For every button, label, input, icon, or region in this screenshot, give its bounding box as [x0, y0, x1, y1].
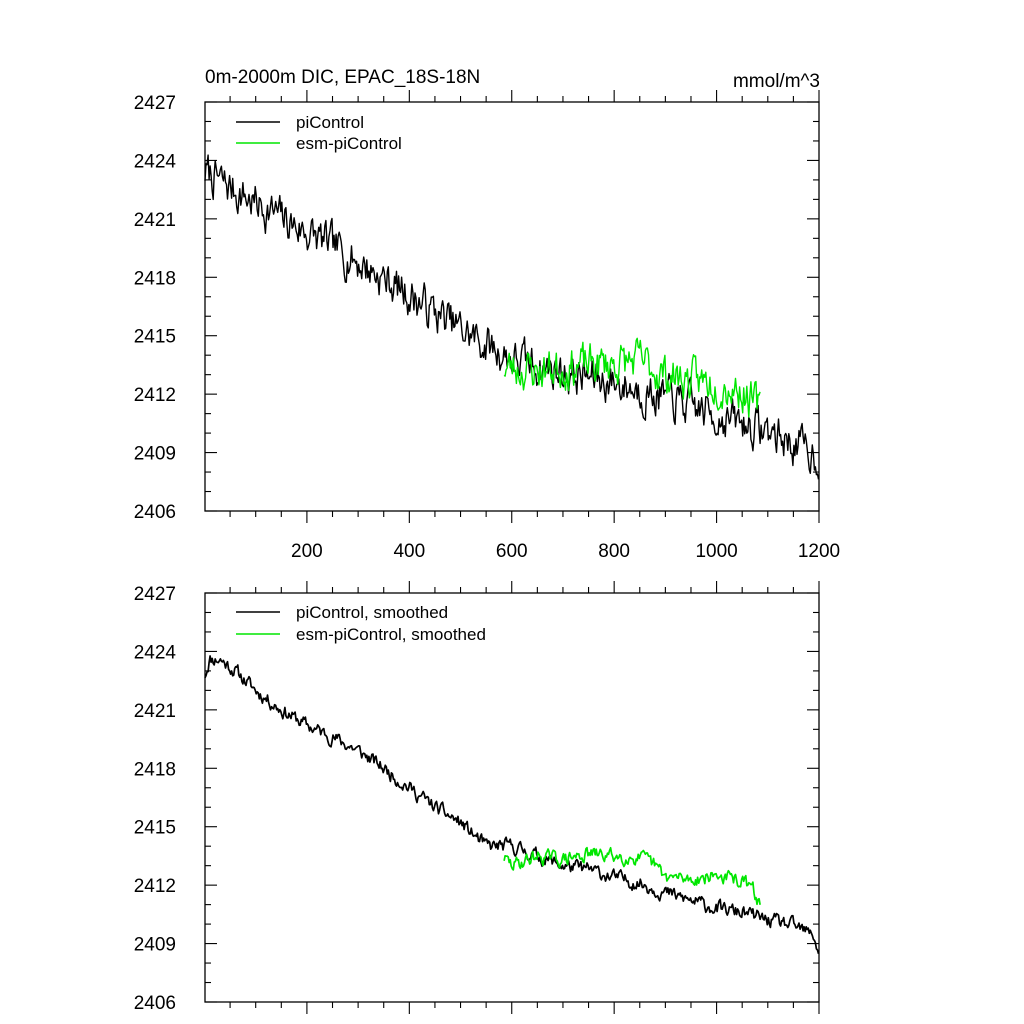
- y-tick-label: 2409: [134, 935, 176, 956]
- plot-frame: [204, 101, 820, 512]
- plot-frame: [204, 592, 820, 1003]
- series-lines: [204, 655, 820, 955]
- legend-label-picontrol: piControl: [296, 113, 364, 132]
- legend-label-esm-picontrol-smoothed: esm-piControl, smoothed: [296, 625, 486, 644]
- legend-label-esm-picontrol: esm-piControl: [296, 134, 402, 153]
- x-tick-label: 1200: [798, 541, 840, 562]
- y-tick-label: 2418: [134, 759, 176, 780]
- series-line-picontrol: [204, 154, 820, 480]
- x-tick-label: 400: [393, 541, 425, 562]
- y-tick-label: 2427: [134, 93, 176, 114]
- y-tick-label: 2406: [134, 502, 176, 523]
- x-tick-label: 800: [598, 541, 630, 562]
- y-tick-label: 2424: [134, 151, 177, 172]
- y-tick-label: 2427: [134, 584, 176, 605]
- x-tick-label: 600: [496, 541, 528, 562]
- x-tick-label: 200: [291, 541, 323, 562]
- axis-ticks: [205, 581, 820, 1014]
- legend: piControl esm-piControl: [236, 113, 402, 153]
- series-line-esm-picontrol: [503, 337, 761, 418]
- x-tick-label: 1000: [695, 541, 737, 562]
- axis-ticks: [205, 90, 820, 523]
- legend: piControl, smoothed esm-piControl, smoot…: [236, 603, 486, 644]
- x-axis-tick-labels: 200 400 600 800 1000 1200: [291, 541, 840, 562]
- y-axis-tick-labels: 2406 2409 2412 2415 2418 2421 2424 2427: [134, 584, 177, 1014]
- panel-title-right: mmol/m^3: [733, 71, 820, 92]
- y-tick-label: 2415: [134, 327, 176, 348]
- y-tick-label: 2421: [134, 210, 176, 231]
- bottom-panel: 2406 2409 2412 2415 2418 2421 2424 2427 piContr…: [134, 581, 820, 1014]
- y-axis-tick-labels: 2406 2409 2412 2415 2418 2421 2424 2427: [134, 93, 177, 523]
- y-tick-label: 2418: [134, 268, 176, 289]
- y-tick-label: 2412: [134, 385, 176, 406]
- y-tick-label: 2415: [134, 818, 176, 839]
- series-lines: [204, 154, 820, 480]
- series-line-esm-picontrol-smoothed: [503, 846, 761, 906]
- panel-title-left: 0m-2000m DIC, EPAC_18S-18N: [205, 67, 480, 88]
- series-line-picontrol-smoothed: [204, 655, 820, 955]
- y-tick-label: 2406: [134, 993, 176, 1014]
- y-tick-label: 2424: [134, 642, 177, 663]
- legend-label-picontrol-smoothed: piControl, smoothed: [296, 603, 448, 622]
- y-tick-label: 2412: [134, 876, 176, 897]
- top-panel: 0m-2000m DIC, EPAC_18S-18N mmol/m^3 2406…: [134, 67, 840, 562]
- y-tick-label: 2421: [134, 701, 176, 722]
- y-tick-label: 2409: [134, 444, 176, 465]
